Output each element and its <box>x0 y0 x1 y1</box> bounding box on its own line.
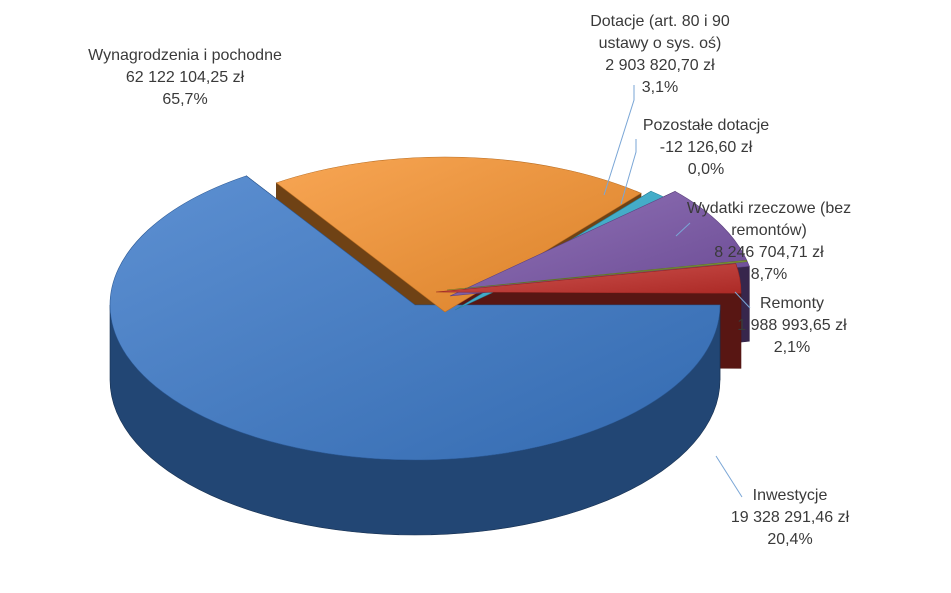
data-label-3-value: 1 988 993,65 zł <box>737 317 847 334</box>
leader-line-5 <box>620 139 637 205</box>
data-label-2-label-1: Inwestycje <box>753 487 828 504</box>
data-label-4-label-1: Wydatki rzeczowe (bez <box>687 200 851 217</box>
data-label-4-label-2: remontów) <box>731 222 807 239</box>
data-label-3-percent: 2,1% <box>774 339 810 356</box>
data-label-1-label-1: Wynagrodzenia i pochodne <box>88 47 282 64</box>
data-label-4-value: 8 246 704,71 zł <box>714 244 824 261</box>
pie-slice-5 <box>446 259 748 291</box>
leader-line-4 <box>675 222 691 237</box>
pie-slice-6 <box>435 263 742 294</box>
data-label-2-value: 19 328 291,46 zł <box>731 509 850 526</box>
data-label-6-label-2: ustawy o sys. oś) <box>599 35 722 52</box>
leader-line-6 <box>603 85 635 196</box>
data-label-3-label-1: Remonty <box>760 295 824 312</box>
data-label-1-value: 62 122 104,25 zł <box>126 69 245 86</box>
leader-line-2 <box>715 455 743 498</box>
data-label-4-percent: 8,7% <box>751 266 787 283</box>
data-label-6-percent: 3,1% <box>642 79 678 96</box>
data-label-1-percent: 65,7% <box>162 91 207 108</box>
data-label-2-percent: 20,4% <box>767 531 812 548</box>
leader-line-3 <box>734 291 751 309</box>
data-label-5-value: -12 126,60 zł <box>660 139 753 156</box>
data-label-5-percent: 0,0% <box>688 161 724 178</box>
data-label-6-label-1: Dotacje (art. 80 i 90 <box>590 13 730 30</box>
data-label-5-label-1: Pozostałe dotacje <box>643 117 769 134</box>
data-label-6-value: 2 903 820,70 zł <box>605 57 715 74</box>
pie-slice-1 <box>109 175 721 461</box>
pie-slice-2 <box>275 156 642 313</box>
